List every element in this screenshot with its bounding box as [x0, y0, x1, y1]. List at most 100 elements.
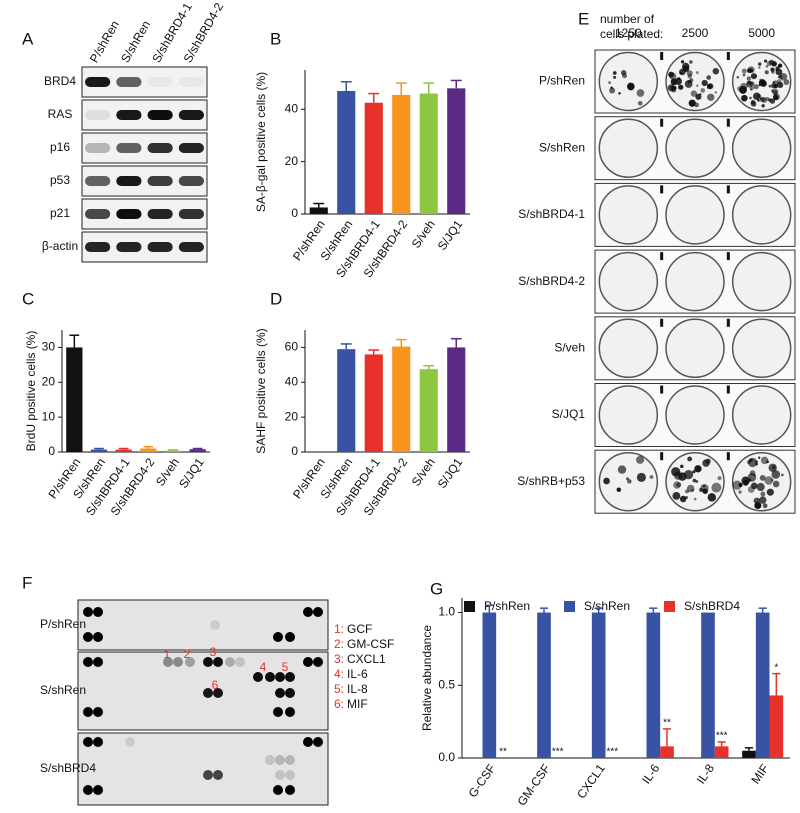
- colony: [742, 479, 749, 486]
- blot-band: [116, 143, 142, 153]
- bar: [392, 94, 411, 214]
- x-tick-label: IL-8: [694, 761, 718, 786]
- array-spot: [185, 657, 195, 667]
- plate: [665, 251, 725, 312]
- colony: [695, 71, 699, 75]
- plate: [598, 318, 659, 379]
- plate: [598, 51, 659, 112]
- error-bar: [192, 447, 203, 450]
- plate-notch: [660, 318, 664, 327]
- error-bar: [395, 82, 407, 95]
- colony: [700, 88, 706, 93]
- colony: [692, 470, 696, 474]
- blot-band: [178, 77, 204, 87]
- array-spot: [275, 755, 285, 765]
- array-spot: [265, 755, 275, 765]
- panel-letter: A: [22, 29, 34, 48]
- blot-row-label: p21: [50, 206, 70, 220]
- colony: [758, 62, 762, 66]
- error-bar: [340, 343, 352, 350]
- array-spot: [285, 707, 295, 717]
- colony: [753, 92, 761, 100]
- blot-band: [147, 176, 173, 186]
- colony: [695, 93, 702, 100]
- row-label: S/shBRD4-2: [518, 274, 585, 288]
- colony: [758, 66, 761, 69]
- bar: [447, 88, 466, 214]
- error-bar: [485, 604, 494, 613]
- colony: [691, 488, 695, 492]
- plate: [598, 185, 659, 245]
- blot-strip: [81, 132, 208, 164]
- array-spot: [275, 672, 285, 682]
- colony: [637, 100, 643, 106]
- colony: [683, 469, 694, 480]
- colony: [750, 100, 756, 105]
- spot-label: 5: [282, 660, 289, 674]
- error-bar: [69, 334, 80, 348]
- array-spot: [303, 737, 313, 747]
- colony: [627, 479, 632, 484]
- y-tick-label: 0: [48, 444, 55, 458]
- colony: [687, 456, 693, 462]
- colony: [749, 96, 752, 100]
- plate: [598, 251, 659, 312]
- colony: [770, 67, 775, 72]
- colony: [758, 456, 761, 459]
- colony: [747, 66, 755, 74]
- y-tick-label: 0: [291, 206, 298, 220]
- colony: [690, 90, 698, 97]
- plate-notch: [726, 252, 730, 261]
- array-spot: [163, 657, 173, 667]
- y-tick-label: 20: [42, 374, 56, 388]
- bar: [419, 93, 438, 214]
- colony: [608, 81, 611, 84]
- array-spot: [83, 657, 93, 667]
- plate-notch: [726, 52, 730, 60]
- array-row-label: S/shBRD4: [40, 761, 96, 775]
- plate-notch: [726, 118, 730, 127]
- spot-label: 4: [260, 660, 267, 674]
- x-tick-label: S/JQ1: [176, 455, 207, 491]
- y-tick-label: 40: [285, 374, 299, 388]
- legend-swatch: [464, 601, 475, 612]
- plate-notch: [660, 52, 664, 60]
- colony: [707, 93, 715, 101]
- significance-label: **: [663, 718, 671, 729]
- colony: [712, 67, 720, 75]
- colony: [711, 482, 722, 493]
- colony: [764, 476, 774, 485]
- x-tick-label: GM-CSF: [514, 762, 553, 809]
- error-bar: [450, 79, 462, 89]
- column-label: 5000: [748, 26, 775, 40]
- y-tick-label: 10: [42, 409, 56, 423]
- array-membrane: [77, 599, 329, 651]
- array-spot: [203, 657, 213, 667]
- error-bar: [313, 202, 325, 208]
- array-spot: [93, 737, 103, 747]
- blot-band: [116, 110, 142, 120]
- plate: [665, 318, 725, 379]
- array-spot: [173, 657, 183, 667]
- plate-notch: [726, 185, 730, 194]
- array-spot: [213, 657, 223, 667]
- colony: [771, 83, 777, 89]
- plate: [665, 185, 725, 245]
- x-tick-label: CXCL1: [574, 761, 608, 801]
- spot-label: 2: [184, 647, 191, 661]
- legend-number: 5:: [334, 682, 344, 696]
- panel-letter: F: [22, 573, 32, 592]
- legend-name: MIF: [347, 697, 368, 711]
- row-label: S/veh: [554, 340, 585, 354]
- colony: [763, 59, 768, 63]
- header-text: cells plated:: [600, 27, 663, 41]
- colony: [688, 99, 696, 107]
- plate: [731, 385, 792, 445]
- array-row-label: P/shRen: [40, 617, 86, 631]
- error-bar: [594, 607, 603, 613]
- row-label: S/shRB+p53: [517, 474, 585, 488]
- legend-name: IL-8: [347, 682, 368, 696]
- y-axis-label: SAHF positive cells (%): [254, 328, 268, 453]
- colony: [706, 83, 712, 89]
- colony: [753, 84, 759, 90]
